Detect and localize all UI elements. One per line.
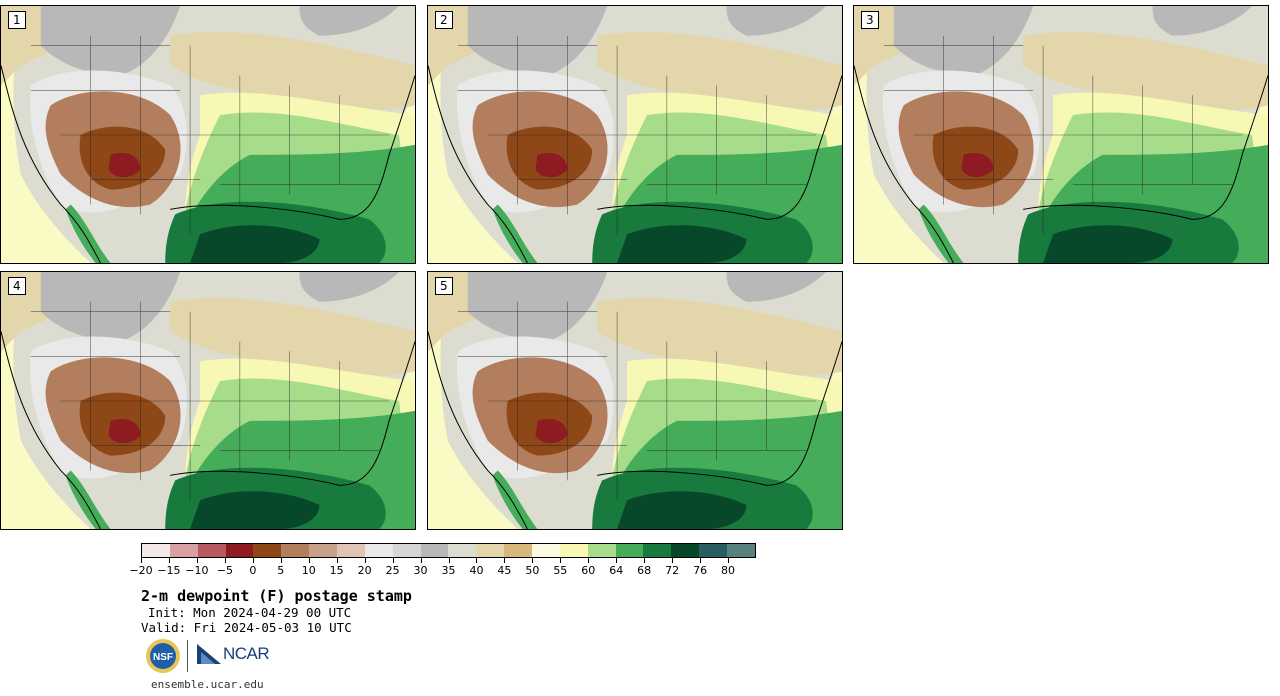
color-scale-cell [504,544,533,557]
color-scale-tick [420,558,422,563]
color-scale-tick-label: 35 [441,564,456,577]
color-scale-cell [727,544,755,557]
stamp-number: 1 [8,11,26,29]
color-scale-cell [671,544,700,557]
color-scale-cell [420,544,449,557]
color-scale-tick [280,558,282,563]
color-scale-ticks: −20 −15 −10 −5 0 5 10 15 20 25 30 35 40 45 50 55 60 64 68 7… [129,558,756,578]
color-scale-tick [644,558,646,563]
color-scale-cell [476,544,505,557]
color-scale-cell [169,544,198,557]
color-scale-tick-label: 15 [329,564,344,577]
nsf-logo-icon: NSF [146,639,180,673]
color-scale-tick-label: 0 [249,564,257,577]
figure-title: 2-m dewpoint (F) postage stamp [141,587,412,605]
stamp-number: 5 [435,277,453,295]
color-scale-tick [672,558,674,563]
color-scale-tick-label: 55 [553,564,568,577]
stamp-panel-5: 5 [427,271,843,530]
stamp-panel-2: 2 [427,5,843,264]
color-scale-tick-label: 45 [497,564,512,577]
color-scale-cell [197,544,226,557]
color-scale-cell [142,544,170,557]
ncar-logo-icon [197,644,221,664]
color-scale-tick-label: 50 [525,564,540,577]
color-scale-cell [532,544,560,557]
logo-group: NSF NCAR [145,638,285,676]
color-scale-tick-label: 64 [609,564,624,577]
color-scale-tick [560,558,562,563]
color-scale-tick [364,558,366,563]
color-scale-tick [252,558,254,563]
dewpoint-map [428,272,842,529]
color-scale-tick-label: 25 [385,564,400,577]
color-scale-cell [643,544,672,557]
init-time: Init: Mon 2024-04-29 00 UTC [148,605,352,620]
stamp-number: 2 [435,11,453,29]
color-scale-tick [196,558,198,563]
color-scale-tick [224,558,226,563]
color-scale-tick [728,558,730,563]
color-scale-cell [615,544,644,557]
color-scale-tick-label: 40 [469,564,484,577]
color-scale-cell [448,544,477,557]
color-scale-tick-label: −20 [129,564,153,577]
color-scale-tick [141,558,142,563]
color-scale-cell [364,544,393,557]
dewpoint-map [854,6,1268,263]
color-scale-cell [253,544,282,557]
color-scale-bar [141,543,756,558]
color-scale-tick [336,558,338,563]
stamp-panel-1: 1 [0,5,416,264]
color-scale-tick [532,558,534,563]
color-scale-tick-label: −15 [157,564,181,577]
color-scale-tick [700,558,702,563]
color-scale-tick-label: 68 [637,564,652,577]
valid-time: Valid: Fri 2024-05-03 10 UTC [141,620,352,635]
color-scale-cell [309,544,338,557]
color-scale-cell [559,544,588,557]
stamp-panel-3: 3 [853,5,1269,264]
color-scale-cell [587,544,616,557]
color-scale-tick [392,558,394,563]
color-scale-tick-label: 30 [413,564,428,577]
color-scale-tick-label: 76 [693,564,708,577]
color-scale-tick-label: 80 [721,564,736,577]
site-url: ensemble.ucar.edu [151,678,264,691]
color-scale-cell [225,544,254,557]
color-scale-tick [476,558,478,563]
logo-divider [187,640,188,672]
color-scale-cell [699,544,728,557]
color-scale-tick [308,558,310,563]
color-scale-tick [448,558,450,563]
ncar-wordmark: NCAR [223,644,270,663]
color-scale-tick-label: 72 [665,564,680,577]
color-scale-tick-label: −5 [216,564,233,577]
color-scale-tick [168,558,170,563]
color-scale-tick-label: 10 [301,564,316,577]
color-scale-cell [337,544,365,557]
dewpoint-map [428,6,842,263]
dewpoint-map [1,6,415,263]
svg-text:NSF: NSF [153,652,173,663]
color-scale-tick [504,558,506,563]
color-scale-tick-label: 5 [277,564,285,577]
color-scale-tick-label: −10 [185,564,209,577]
stamp-number: 3 [861,11,879,29]
color-scale-cell [392,544,421,557]
stamp-number: 4 [8,277,26,295]
dewpoint-map [1,272,415,529]
color-scale-tick-label: 60 [581,564,596,577]
color-scale-tick-label: 20 [357,564,372,577]
color-scale-tick [616,558,618,563]
color-scale-tick [588,558,590,563]
color-scale-cell [281,544,310,557]
stamp-panel-4: 4 [0,271,416,530]
